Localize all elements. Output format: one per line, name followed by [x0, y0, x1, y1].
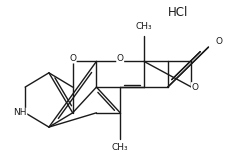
Text: O: O [215, 37, 222, 46]
Text: CH₃: CH₃ [112, 143, 128, 152]
Text: HCl: HCl [168, 6, 188, 19]
Text: CH₃: CH₃ [136, 22, 152, 31]
Text: O: O [117, 54, 124, 63]
Text: O: O [69, 54, 76, 63]
Text: O: O [191, 83, 198, 92]
Text: NH: NH [13, 108, 27, 117]
